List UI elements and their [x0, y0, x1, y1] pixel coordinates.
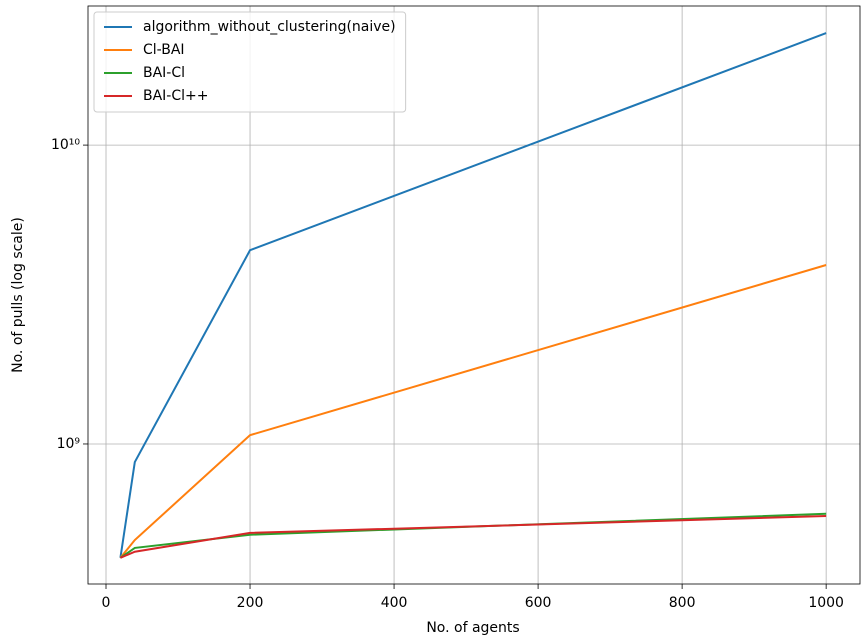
- x-tick-label: 0: [102, 595, 111, 611]
- y-tick-label: 10¹⁰: [51, 137, 80, 153]
- series-line: [119, 32, 827, 558]
- series-line: [120, 515, 827, 559]
- plot-frame: [87, 5, 861, 585]
- legend-label: Cl-BAI: [143, 42, 185, 58]
- legend-label: algorithm_without_clustering(naive): [143, 19, 396, 35]
- legend-label: BAI-Cl++: [143, 88, 209, 104]
- legend-box: [93, 11, 407, 113]
- legend: algorithm_without_clustering(naive) Cl-BA…: [93, 11, 407, 113]
- y-tick-label: 10⁹: [57, 436, 81, 452]
- y-axis-label: No. of pulls (log scale): [10, 217, 26, 373]
- x-tick-label: 600: [525, 595, 552, 611]
- series-line: [119, 264, 827, 559]
- x-axis-label: No. of agents: [426, 620, 519, 636]
- x-tick-label: 400: [381, 595, 408, 611]
- legend-label: BAI-Cl: [143, 65, 185, 81]
- x-tick-label: 1000: [808, 595, 844, 611]
- x-tick-label: 800: [669, 595, 696, 611]
- x-tick-label: 200: [237, 595, 264, 611]
